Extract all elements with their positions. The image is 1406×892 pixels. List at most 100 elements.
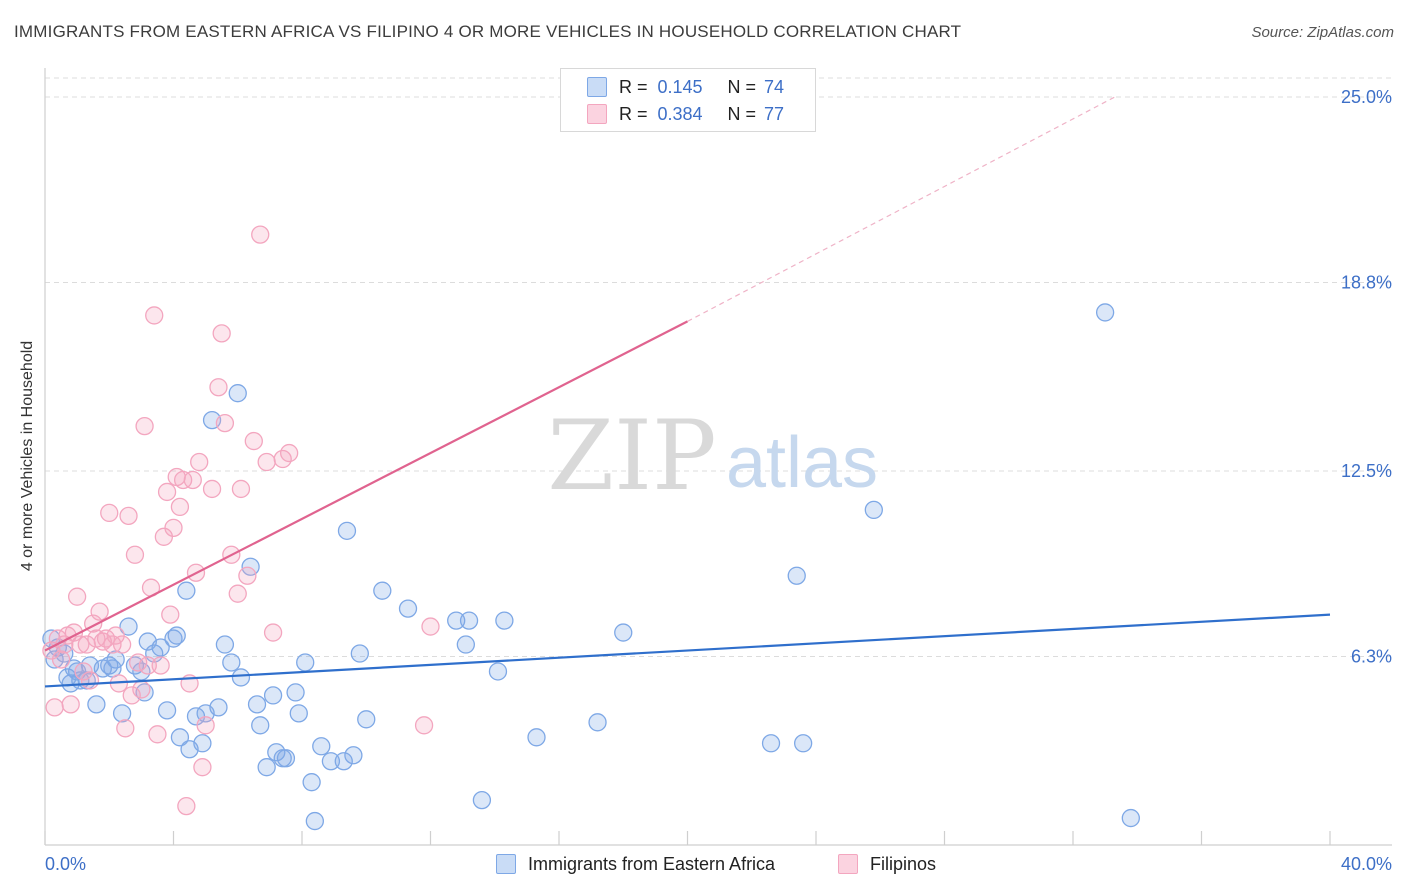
eastern-africa-point [289, 704, 308, 723]
filipinos-point [45, 698, 64, 717]
filipinos-point [61, 695, 80, 714]
eastern-africa-point [787, 566, 806, 585]
eastern-africa-point [112, 704, 132, 723]
y-tick-label: 6.3% [1351, 647, 1392, 667]
filipinos-point [100, 503, 119, 523]
bottom-legend-label-filipinos: Filipinos [870, 853, 937, 874]
legend-r-value: 0.145 [657, 76, 703, 97]
eastern-africa-point [164, 629, 183, 648]
y-tick-label: 18.8% [1341, 273, 1392, 293]
filipinos-point [190, 452, 209, 472]
eastern-africa-point [488, 662, 508, 681]
x-tick-label: 0.0% [45, 854, 86, 874]
legend-n-value: 77 [764, 103, 785, 124]
filipinos-point [263, 623, 283, 642]
filipinos-point [132, 680, 151, 699]
eastern-africa-point [305, 811, 325, 831]
eastern-africa-point [228, 384, 247, 403]
filipinos-point [148, 725, 167, 744]
watermark-atlas: atlas [726, 423, 878, 503]
legend-r-label: R = [619, 76, 648, 97]
filipinos-point [173, 470, 193, 490]
eastern-africa-point [1121, 808, 1140, 828]
filipinos-point [135, 416, 154, 436]
filipinos-trend-line [44, 320, 689, 652]
filipinos-point [67, 587, 87, 606]
legend-r-label: R = [619, 103, 648, 124]
eastern-africa-point [337, 521, 357, 540]
bottom-legend-filipinos[interactable]: Filipinos [838, 852, 936, 876]
eastern-africa-point [151, 638, 170, 657]
filipinos-point [257, 452, 276, 472]
x-tick-label: 40.0% [1341, 854, 1392, 874]
eastern-africa-point [350, 644, 369, 663]
bottom-legend-label-eastern-africa: Immigrants from Eastern Africa [528, 853, 776, 874]
correlation-legend: R = 0.145 N = 74 R = 0.384 N = 77 [560, 68, 816, 132]
filipinos-point [138, 656, 157, 675]
filipinos-point [244, 431, 263, 451]
eastern-africa-point [209, 698, 228, 717]
eastern-africa-trend-line [44, 613, 1331, 688]
filipinos-point [170, 497, 190, 517]
filipinos-point [193, 758, 212, 777]
eastern-africa-point [247, 695, 267, 714]
eastern-africa-point [459, 611, 479, 630]
filipinos-point [231, 479, 251, 499]
legend-n-label: N = [727, 103, 757, 124]
eastern-africa-point [312, 737, 331, 756]
filipinos-point [183, 470, 202, 490]
eastern-africa-point [177, 581, 196, 600]
source-label[interactable]: Source: ZipAtlas.com [1251, 24, 1394, 41]
legend-swatch-eastern-africa [587, 77, 607, 97]
filipinos-point [145, 306, 164, 325]
eastern-africa-point [215, 635, 235, 654]
filipinos-point [161, 605, 180, 624]
filipinos-point [177, 796, 196, 816]
eastern-africa-point [447, 611, 466, 630]
eastern-africa-point [87, 695, 106, 714]
eastern-africa-point [472, 790, 492, 810]
filipinos-point [414, 716, 434, 735]
filipinos-point [71, 635, 90, 654]
eastern-africa-point [119, 617, 138, 636]
eastern-africa-point [263, 686, 283, 705]
eastern-africa-point [456, 635, 475, 654]
eastern-africa-point [373, 581, 392, 600]
eastern-africa-point [286, 683, 305, 702]
bottom-legend-swatch-eastern-africa [496, 854, 516, 874]
eastern-africa-point [344, 746, 363, 765]
filipinos-point [157, 482, 177, 502]
eastern-africa-point [495, 611, 514, 630]
filipinos-point [228, 584, 247, 603]
eastern-africa-point [170, 728, 190, 747]
filipinos-point [164, 518, 183, 537]
eastern-africa-point [357, 710, 376, 729]
filipinos-point [209, 378, 228, 397]
eastern-africa-point [296, 653, 315, 672]
filipinos-point [125, 545, 145, 564]
legend-swatch-filipinos [587, 104, 607, 124]
filipinos-point [151, 656, 170, 675]
filipinos-point [212, 324, 231, 343]
legend-row-filipinos: R = 0.384 N = 77 [587, 102, 785, 126]
filipinos-point [116, 719, 135, 738]
legend-r-value: 0.384 [657, 103, 703, 124]
filipinos-point [238, 566, 257, 585]
eastern-africa-point [302, 773, 321, 792]
eastern-africa-point [588, 713, 607, 732]
eastern-africa-point [864, 500, 883, 520]
eastern-africa-point [257, 758, 276, 777]
filipinos-point [106, 626, 125, 645]
bottom-legend-eastern-africa[interactable]: Immigrants from Eastern Africa [496, 852, 775, 876]
watermark-zip: ZIP [547, 400, 716, 512]
filipinos-point [119, 506, 138, 526]
filipinos-point [251, 225, 270, 244]
eastern-africa-point [231, 668, 251, 687]
bottom-legend-swatch-filipinos [838, 854, 858, 874]
filipinos-point [196, 716, 215, 735]
filipinos-point [80, 671, 100, 690]
eastern-africa-point [222, 653, 241, 672]
filipinos-point [112, 635, 132, 654]
y-tick-label: 12.5% [1341, 461, 1392, 481]
